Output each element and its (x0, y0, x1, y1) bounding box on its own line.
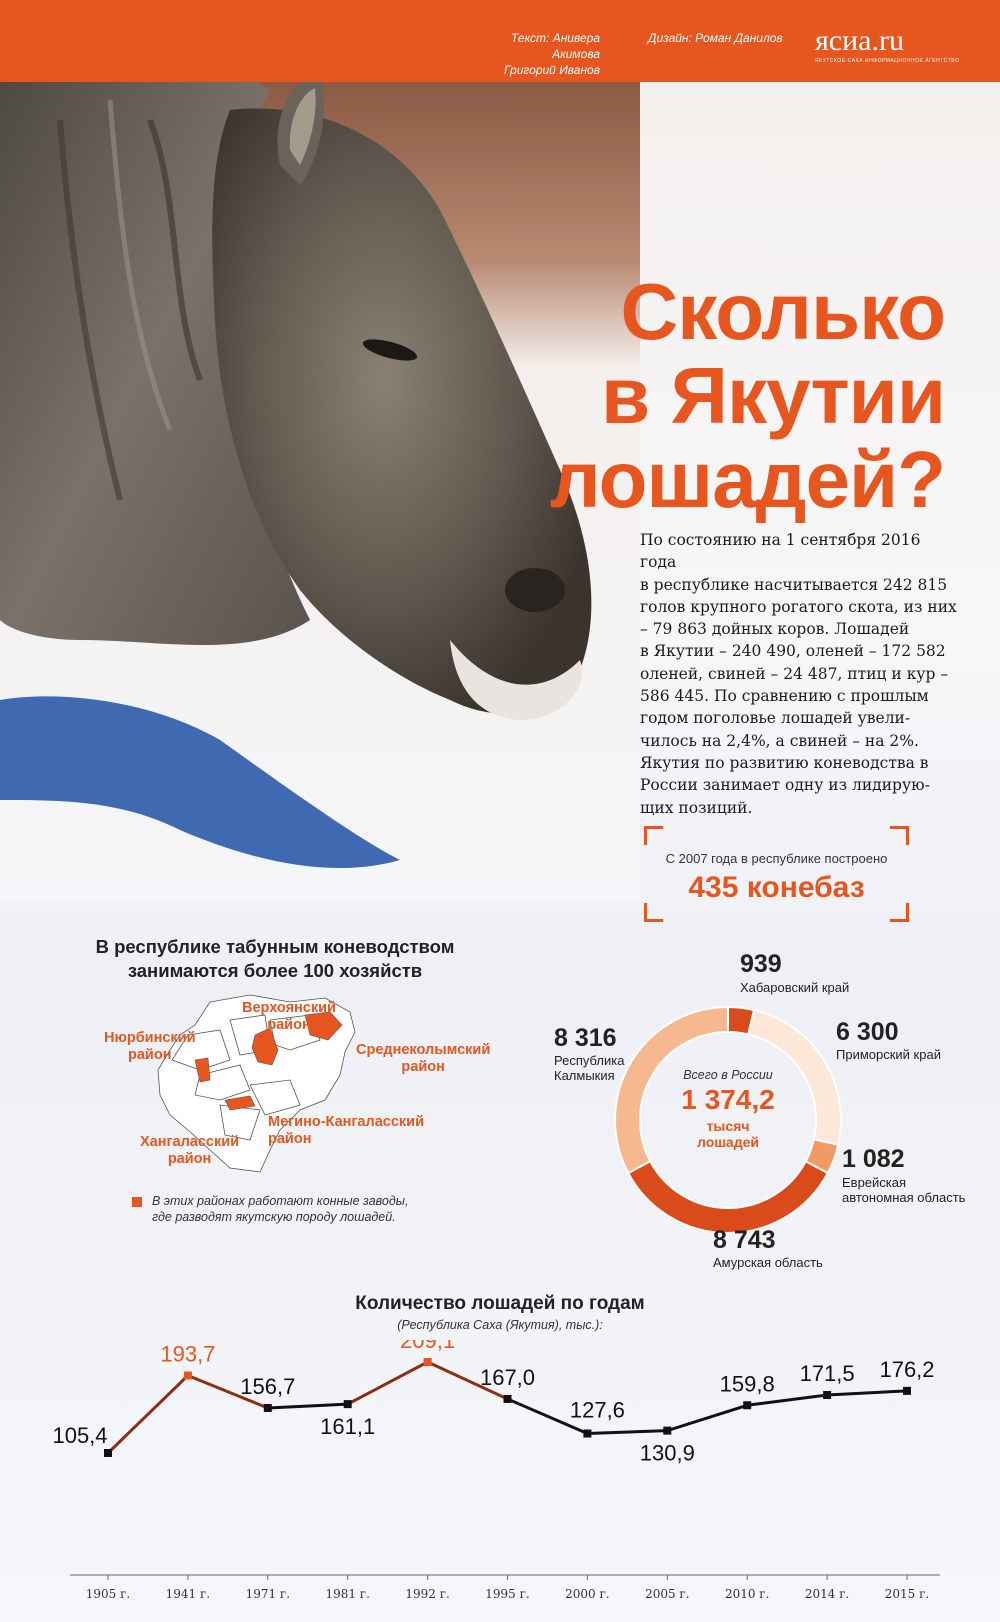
line-segment-9 (827, 1389, 908, 1397)
site-logo[interactable]: ясиа.ru ЯКУТСКОЕ-САХА ИНФОРМАЦИОННОЕ АГЕ… (815, 24, 960, 65)
srednekolymsky-region (304, 1011, 343, 1041)
donut-center-unit1: тысяч (706, 1118, 750, 1134)
line-segment-1 (187, 1374, 269, 1410)
data-label-3: 161,1 (320, 1414, 375, 1439)
region-label-khangalassky: Хангаласский район (140, 1134, 240, 1167)
data-label-9: 171,5 (800, 1361, 855, 1386)
donut-name-kalmykia: Республика Калмыкия (554, 1053, 625, 1083)
donut-value-kalmykia: 8 316 (554, 1024, 617, 1052)
x-tick-label-7: 2005 г. (645, 1587, 689, 1601)
donut-center-unit2: лошадей (697, 1134, 759, 1150)
horse-photo (0, 32, 640, 900)
data-point-1 (183, 1371, 192, 1380)
lead-paragraph: По состоянию на 1 сентября 2016 года в р… (640, 531, 957, 817)
design-credit: Дизайн: Роман Данилов (648, 31, 783, 45)
text-credit-line1: Текст: Анивера Акимова (510, 31, 600, 61)
page-title: Сколько в Якутии лошадей? (549, 267, 946, 524)
callout-caption: С 2007 года в республике построено (665, 851, 888, 866)
region-label-megino-kangalassky: Мегино-Кангаласский район (268, 1114, 424, 1147)
donut-name-amur: Амурская область (713, 1255, 823, 1270)
donut-center-caption: Всего в России (683, 1068, 773, 1082)
horses-by-year-chart: 105,4 1905 г. 193,7 1941 г. 156,7 1971 г. 161,… (52, 1340, 940, 1601)
line-segment-3 (347, 1360, 429, 1406)
donut-segment-4 (614, 1005, 729, 1175)
region-label-nyurba: Нюрбинский район (104, 1030, 196, 1063)
x-tick-label-0: 1905 г. (86, 1587, 130, 1601)
donut-value-khabarovsk: 939 (740, 950, 782, 978)
data-label-5: 167,0 (480, 1365, 535, 1390)
logo-text: ясиа.ru (815, 24, 904, 57)
donut-center-value: 1 374,2 (681, 1084, 775, 1115)
donut-value-jewish-ao: 1 082 (842, 1145, 905, 1173)
data-label-2: 156,7 (240, 1374, 295, 1399)
donut-name-jewish-ao: Еврейская автономная область (842, 1175, 966, 1205)
x-tick-label-6: 2000 г. (565, 1587, 609, 1601)
data-label-10: 176,2 (879, 1357, 934, 1382)
donut-name-khabarovsk: Хабаровский край (740, 980, 850, 995)
logo-tagline: ЯКУТСКОЕ-САХА ИНФОРМАЦИОННОЕ АГЕНТСТВО (815, 58, 960, 64)
line-segment-5 (506, 1397, 588, 1435)
map-title: В республике табунным коневодством заним… (95, 936, 455, 981)
x-tick-label-9: 2014 г. (805, 1587, 849, 1601)
x-tick-label-10: 2015 г. (885, 1587, 929, 1601)
data-label-1: 193,7 (160, 1342, 215, 1367)
line-segment-8 (747, 1393, 828, 1407)
text-credit-line2: Григорий Иванов (504, 63, 600, 77)
data-point-5 (503, 1394, 512, 1403)
chart-subtitle: (Республика Саха (Якутия), тыс.): (397, 1318, 603, 1332)
data-point-0 (104, 1449, 112, 1457)
line-segment-2 (267, 1402, 348, 1410)
russia-horses-donut (614, 1005, 842, 1234)
data-point-7 (663, 1426, 672, 1435)
data-label-4: 209,1 (400, 1340, 455, 1353)
line-segment-6 (587, 1429, 668, 1436)
donut-name-primorsky: Приморский край (836, 1047, 941, 1062)
megino-kangalassky-region (224, 1095, 256, 1111)
x-tick-label-4: 1992 г. (405, 1587, 449, 1601)
stables-callout: С 2007 года в республике построено 435 к… (644, 826, 909, 922)
region-label-srednekolymsk: Среднеколымский район (356, 1042, 491, 1075)
data-label-6: 127,6 (570, 1398, 625, 1423)
donut-value-amur: 8 743 (713, 1226, 776, 1254)
text-credits: Текст: Анивера Акимова Григорий Иванов (470, 30, 600, 78)
data-point-6 (583, 1429, 592, 1438)
region-label-verkhoyansk: Верхоянский район (242, 1000, 336, 1033)
verkhoyansky-region (251, 1027, 279, 1066)
x-tick-label-5: 1995 г. (485, 1587, 529, 1601)
top-bar (0, 0, 1000, 82)
line-segment-4 (426, 1360, 509, 1401)
data-label-0: 105,4 (52, 1423, 107, 1448)
x-tick-label-3: 1981 г. (325, 1587, 369, 1601)
data-point-9 (823, 1390, 832, 1399)
data-point-10 (903, 1386, 911, 1395)
yakutia-map (157, 994, 356, 1173)
legend-swatch (132, 1197, 142, 1207)
line-segment-0 (106, 1374, 189, 1455)
data-point-3 (343, 1400, 352, 1409)
line-segment-7 (666, 1403, 748, 1433)
x-tick-label-2: 1971 г. (246, 1587, 290, 1601)
callout-value: 435 конебаз (688, 871, 865, 904)
donut-value-primorsky: 6 300 (836, 1018, 899, 1046)
data-label-8: 159,8 (720, 1371, 775, 1396)
data-point-4 (423, 1358, 432, 1366)
data-point-2 (263, 1403, 272, 1412)
x-tick-label-8: 2010 г. (725, 1587, 769, 1601)
donut-segment-3 (626, 1159, 830, 1234)
nyurbinsky-region (194, 1057, 211, 1083)
data-label-7: 130,9 (640, 1441, 695, 1466)
x-tick-label-1: 1941 г. (166, 1587, 210, 1601)
chart-title: Количество лошадей по годам (355, 1293, 645, 1314)
data-point-8 (743, 1401, 752, 1410)
